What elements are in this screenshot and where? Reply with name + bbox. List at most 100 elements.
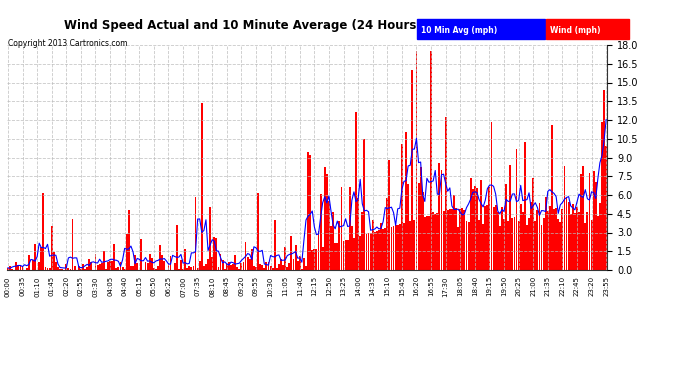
Bar xyxy=(562,209,563,270)
Bar xyxy=(186,268,188,270)
Bar xyxy=(547,211,549,270)
Bar xyxy=(17,265,19,270)
Bar xyxy=(253,266,255,270)
Bar xyxy=(589,173,591,270)
Bar xyxy=(68,268,69,270)
Bar xyxy=(568,202,569,270)
Bar xyxy=(570,214,571,270)
Bar xyxy=(307,152,309,270)
Bar xyxy=(109,261,111,270)
Bar xyxy=(580,174,582,270)
Bar xyxy=(436,213,438,270)
Bar xyxy=(184,249,186,270)
Bar xyxy=(540,225,542,270)
Bar xyxy=(601,122,603,270)
Bar xyxy=(330,225,332,270)
Bar xyxy=(518,220,520,270)
Bar xyxy=(245,242,246,270)
Bar xyxy=(55,262,57,270)
Bar xyxy=(119,262,121,270)
Bar xyxy=(445,117,446,270)
Bar xyxy=(430,51,432,270)
Bar xyxy=(290,237,293,270)
Bar xyxy=(224,269,226,270)
Bar xyxy=(443,211,444,270)
Bar xyxy=(322,247,324,270)
Bar xyxy=(140,239,142,270)
Bar xyxy=(72,219,74,270)
Bar xyxy=(364,139,365,270)
Bar xyxy=(199,261,201,270)
Bar xyxy=(362,213,363,270)
Bar xyxy=(372,220,374,270)
Bar xyxy=(566,197,567,270)
Bar xyxy=(440,170,442,270)
Bar xyxy=(53,252,55,270)
Bar xyxy=(105,269,107,270)
Bar xyxy=(495,204,497,270)
Bar xyxy=(411,70,413,270)
Bar xyxy=(190,267,193,270)
Bar xyxy=(407,184,409,270)
Bar xyxy=(309,155,311,270)
Bar xyxy=(168,263,169,270)
Bar xyxy=(457,227,459,270)
Bar xyxy=(388,160,391,270)
Bar xyxy=(43,193,44,270)
Bar xyxy=(34,244,36,270)
Bar xyxy=(207,259,209,270)
Bar xyxy=(599,203,601,270)
Bar xyxy=(384,228,386,270)
Bar xyxy=(553,209,555,270)
Bar xyxy=(159,244,161,270)
Bar xyxy=(409,221,411,270)
Bar xyxy=(528,218,530,270)
Bar xyxy=(574,213,576,270)
Bar xyxy=(115,267,117,270)
Bar xyxy=(26,268,28,270)
Bar xyxy=(178,269,180,270)
Bar xyxy=(301,269,303,270)
Bar xyxy=(113,244,115,270)
Bar xyxy=(130,266,132,270)
Bar xyxy=(374,231,376,270)
Bar xyxy=(213,237,215,270)
Bar xyxy=(564,166,565,270)
Bar xyxy=(293,259,295,270)
Bar xyxy=(232,264,234,270)
Bar xyxy=(97,265,99,270)
Bar xyxy=(255,267,257,270)
Bar xyxy=(80,269,82,270)
Bar xyxy=(338,221,340,270)
Bar xyxy=(74,266,76,270)
Bar xyxy=(486,205,489,270)
Bar xyxy=(572,204,574,270)
Bar xyxy=(297,261,299,270)
Bar xyxy=(357,198,359,270)
Bar xyxy=(413,220,415,270)
Bar xyxy=(164,261,165,270)
Bar xyxy=(95,254,97,270)
Bar xyxy=(336,243,338,270)
Bar xyxy=(447,210,448,270)
Bar xyxy=(351,226,353,270)
Bar xyxy=(215,238,217,270)
Bar xyxy=(284,247,286,270)
Bar xyxy=(151,258,152,270)
Bar xyxy=(155,268,157,270)
Bar xyxy=(272,268,274,270)
Bar xyxy=(524,142,526,270)
Bar xyxy=(40,247,42,270)
Bar xyxy=(449,209,451,270)
Bar xyxy=(366,234,367,270)
Bar xyxy=(491,122,493,270)
Bar xyxy=(228,262,230,270)
Bar xyxy=(584,223,586,270)
Bar xyxy=(174,263,176,270)
Bar xyxy=(451,209,453,270)
Bar xyxy=(462,208,463,270)
Bar xyxy=(195,197,197,270)
Bar xyxy=(415,51,417,270)
Text: Copyright 2013 Cartronics.com: Copyright 2013 Cartronics.com xyxy=(8,39,128,48)
Bar xyxy=(176,225,178,270)
